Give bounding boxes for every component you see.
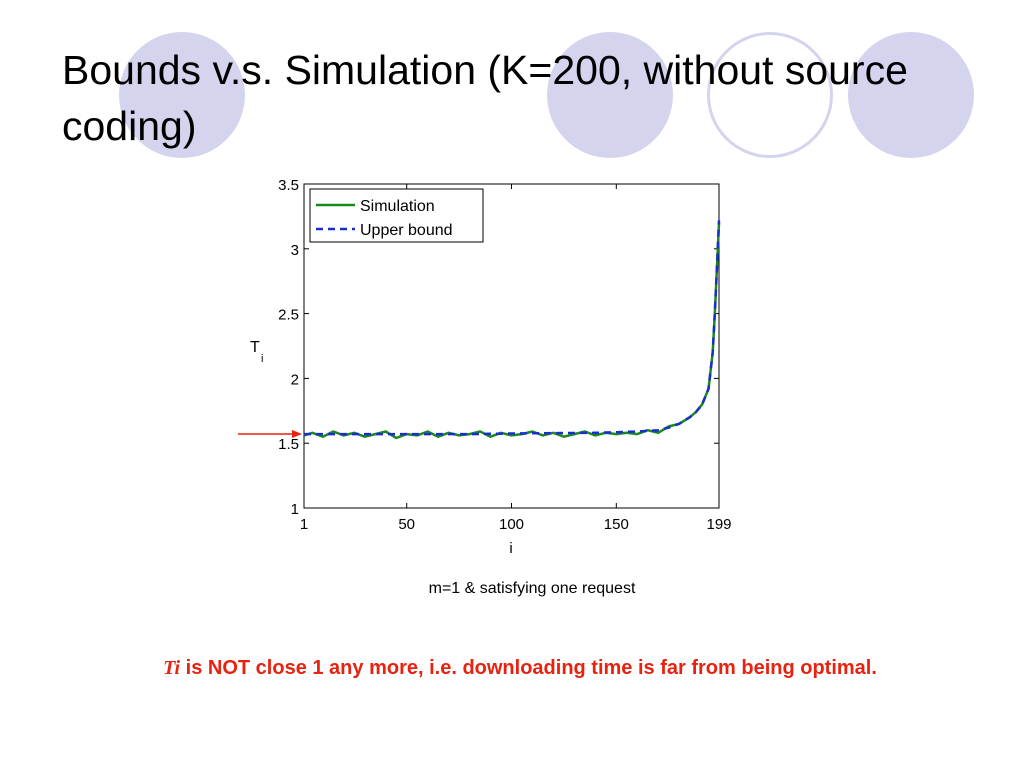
decor-circle-3 [707, 32, 833, 158]
x-axis-label: i [509, 540, 512, 557]
legend: Simulation Upper bound [309, 188, 484, 243]
y-tick-label: 3.5 [278, 177, 299, 194]
decor-circle-4 [848, 32, 974, 158]
x-tick-label: 100 [499, 516, 524, 533]
y-axis-label: T i [250, 339, 263, 365]
legend-box [309, 188, 484, 243]
x-tick-label: 1 [300, 516, 308, 533]
decor-circle-2 [547, 32, 673, 158]
annotation-arrow [238, 430, 302, 438]
legend-label: Simulation [360, 198, 435, 215]
note-text: is NOT close 1 any more, i.e. downloadin… [180, 657, 877, 679]
chart-caption: m=1 & satisfying one request [428, 580, 636, 597]
x-tick-label: 199 [706, 516, 731, 533]
y-tick-label: 1 [291, 501, 299, 518]
x-tick-label: 150 [604, 516, 629, 533]
y-tick-label: 3 [291, 242, 299, 259]
y-tick-label: 2 [291, 371, 299, 388]
note-symbol: Ti [163, 657, 181, 679]
y-tick-label: 2.5 [278, 307, 299, 324]
slide-title: Bounds v.s. Simulation (K=200, without s… [62, 47, 908, 149]
series-line-upper-bound [304, 220, 721, 436]
y-axis-label-main: T [250, 339, 260, 356]
x-tick-label: 50 [398, 516, 415, 533]
y-axis-label-subscript: i [261, 353, 263, 365]
plot-series [303, 220, 721, 440]
decor-circle-1 [119, 32, 245, 158]
legend-label: Upper bound [360, 222, 453, 239]
conclusion-note: Ti is NOT close 1 any more, i.e. downloa… [0, 657, 1024, 680]
y-tick-label: 1.5 [278, 436, 299, 453]
